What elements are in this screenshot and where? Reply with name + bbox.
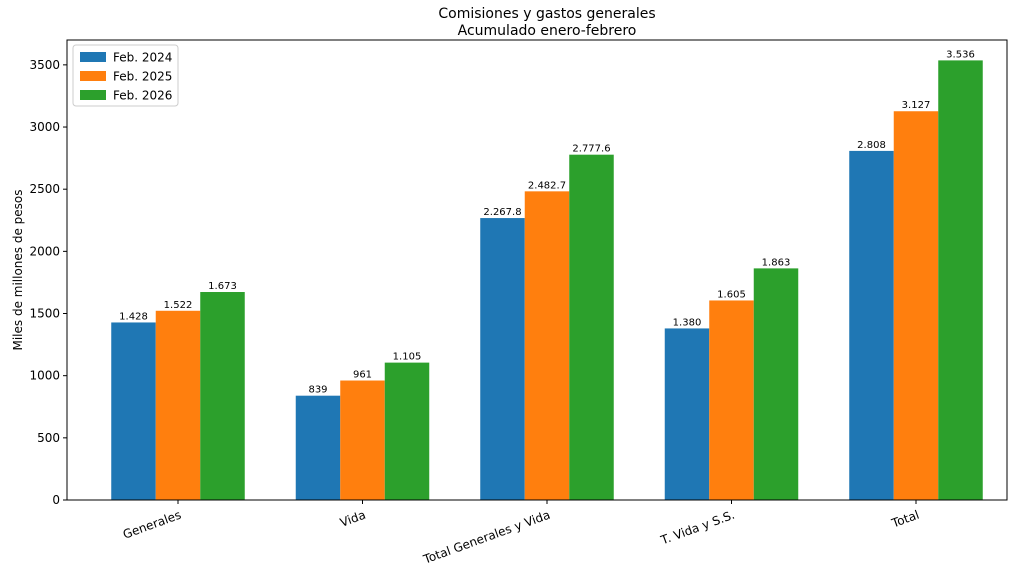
y-tick-label: 3500 [29,58,60,72]
bar-2-3 [753,268,799,500]
y-tick-label: 2500 [29,182,60,196]
x-tick-label: Generales [121,508,183,542]
y-tick-label: 1000 [29,369,60,383]
legend-swatch [80,71,106,81]
plot-frame [66,39,1008,501]
bar-2-0 [200,292,245,500]
x-tick-label: Total Generales y Vida [421,508,552,564]
bar-1-3 [709,300,754,500]
bar-2-1 [384,362,430,500]
y-tick-label: 1500 [29,307,60,321]
x-tick-label: Vida [338,508,367,530]
x-tick-label: T. Vida y S.S. [658,508,736,548]
bar-0-3 [664,328,710,500]
bar-1-2 [524,191,570,500]
y-tick-label: 3000 [29,120,60,134]
bar-value-label: 2.808 [857,140,886,151]
bar-value-label: 3.536 [946,49,975,60]
bar-value-label: 1.380 [673,317,702,328]
y-tick-label: 500 [37,431,60,445]
bar-value-label: 961 [353,370,372,381]
bar-value-label: 839 [308,385,327,396]
y-tick-label: 0 [52,493,60,507]
bar-1-1 [340,380,385,500]
bar-value-label: 2.777.6 [572,144,610,155]
legend-swatch [80,52,106,62]
bar-2-2 [569,154,614,500]
legend: Feb. 2024 Feb. 2025 Feb. 2026 [72,44,179,107]
bar-value-label: 1.673 [208,281,237,292]
bar-value-label: 1.428 [119,311,148,322]
chart-subtitle: Acumulado enero-febrero [458,23,637,39]
legend-label: Feb. 2024 [113,51,172,65]
bar-1-4 [893,111,939,501]
bar-value-label: 2.482.7 [528,180,566,191]
legend-label: Feb. 2026 [113,89,172,103]
chart-title: Comisiones y gastos generales [438,6,655,22]
bar-0-2 [480,218,525,500]
legend-items: Feb. 2024 Feb. 2025 Feb. 2026 [80,51,172,103]
bar-2-4 [938,60,983,500]
bar-0-4 [849,150,894,500]
bar-0-0 [111,322,156,500]
bar-value-label: 3.127 [902,100,931,111]
legend-label: Feb. 2025 [113,70,172,84]
bar-value-label: 1.522 [164,300,193,311]
bar-value-label: 1.605 [717,289,746,300]
bar-value-label: 1.863 [762,257,791,268]
bar-value-label: 2.267.8 [483,207,521,218]
bars-layer [111,60,983,501]
x-tick-label: Total [889,508,921,531]
y-axis-label: Miles de millones de pesos [11,189,25,350]
bar-labels-layer: 1.428 839 2.267.8 1.380 2.808 1.522 961 2.482.7… [119,49,975,395]
y-tick-label: 2000 [29,244,60,258]
bar-value-label: 1.105 [393,352,422,363]
bar-1-0 [155,310,201,500]
legend-swatch [80,90,106,100]
bar-0-1 [295,395,341,500]
